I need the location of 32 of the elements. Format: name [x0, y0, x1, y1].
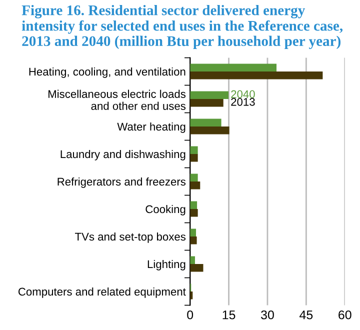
- bar: [190, 182, 200, 190]
- y-tick-label: Water heating: [117, 122, 186, 133]
- bar: [190, 91, 229, 99]
- y-tick-label: TVs and set-top boxes: [75, 232, 186, 243]
- y-tick-label: Refrigerators and freezers: [58, 177, 186, 188]
- bar: [190, 201, 198, 209]
- y-tick-label: Miscellaneous electric loads and other end uses: [48, 90, 186, 110]
- x-tick-label: 0: [187, 310, 194, 320]
- bar: [190, 72, 323, 80]
- bar: [190, 228, 196, 236]
- bar: [190, 64, 277, 72]
- bar: [190, 118, 222, 126]
- y-tick-label: Cooking: [146, 204, 186, 216]
- x-tick-label: 30: [261, 310, 274, 320]
- series-label: 2040: [231, 90, 255, 98]
- bar: [190, 209, 198, 217]
- bar: [190, 264, 204, 272]
- chart-title: Figure 16. Residential sector delivered energy intensity for selected end uses in the Reference case, 2013 and 2040 (million Btu per household per year): [22, 4, 343, 50]
- x-tick-label: 60: [338, 310, 352, 320]
- bar: [190, 126, 230, 134]
- y-tick-label: Computers and related equipment: [18, 287, 186, 298]
- y-tick-label: Laundry and dishwashing: [60, 150, 186, 160]
- bar: [190, 174, 198, 182]
- x-tick-label: 15: [222, 310, 236, 320]
- bar: [190, 146, 198, 154]
- y-tick-label: Heating, cooling, and ventilation: [29, 67, 186, 78]
- bar: [190, 154, 198, 162]
- bar: [190, 236, 197, 244]
- series-label: 2013: [231, 98, 255, 106]
- x-tick-label: 45: [300, 310, 313, 320]
- bar: [190, 99, 224, 107]
- y-tick-label: Lighting: [148, 260, 186, 270]
